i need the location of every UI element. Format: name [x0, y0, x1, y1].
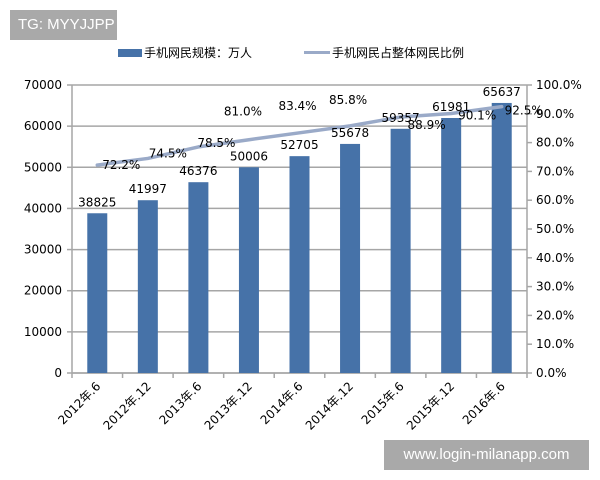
y-left-tick-label: 20000	[24, 284, 62, 298]
bar-value-label: 50006	[230, 149, 268, 163]
x-tick-label: 2013年.12	[202, 379, 255, 432]
line-value-label: 90.1%	[458, 109, 496, 123]
bar	[87, 213, 108, 373]
x-tick-label: 2016年.6	[460, 379, 508, 427]
legend-item-bar: 手机网民规模：万人	[118, 44, 252, 61]
y-right-tick-label: 100.0%	[536, 78, 582, 92]
bar	[491, 102, 512, 374]
line-value-label: 72.2%	[102, 158, 140, 172]
y-left-tick-label: 30000	[24, 243, 62, 257]
legend-line-swatch-icon	[304, 51, 330, 54]
y-right-tick-label: 70.0%	[536, 164, 574, 178]
y-right-tick-label: 30.0%	[536, 280, 574, 294]
y-right-tick-label: 20.0%	[536, 308, 574, 322]
bar-value-label: 59357	[382, 111, 420, 125]
legend-bar-label: 手机网民规模：万人	[144, 46, 253, 60]
line-value-label: 92.5%	[505, 104, 543, 118]
bar-value-label: 61981	[432, 100, 470, 114]
y-left-tick-label: 0	[54, 366, 62, 380]
bar	[441, 117, 462, 373]
legend-line-label: 手机网民占整体网民比例	[332, 46, 465, 60]
y-right-tick-label: 40.0%	[536, 251, 574, 265]
bar	[137, 200, 158, 373]
line-value-label: 85.8%	[329, 93, 367, 107]
line-value-label: 74.5%	[149, 146, 187, 160]
y-right-tick-label: 90.0%	[536, 107, 574, 121]
x-tick-label: 2012年.6	[55, 379, 103, 427]
y-left-tick-label: 60000	[24, 119, 62, 133]
bar	[340, 143, 361, 373]
y-left-tick-label: 50000	[24, 160, 62, 174]
watermark-top-left: TG: MYYJJPP	[10, 10, 117, 40]
x-tick-label: 2014年.12	[303, 379, 356, 432]
bar-value-label: 52705	[280, 138, 318, 152]
bar	[188, 182, 209, 373]
bar	[390, 128, 411, 373]
y-right-tick-label: 60.0%	[536, 193, 574, 207]
bar	[238, 167, 259, 373]
legend-item-line: 手机网民占整体网民比例	[304, 44, 464, 61]
bar-value-label: 38825	[78, 195, 116, 209]
x-tick-label: 2015年.12	[404, 379, 457, 432]
line-value-label: 88.9%	[408, 118, 446, 132]
y-left-tick-label: 70000	[24, 78, 62, 92]
x-tick-label: 2013年.6	[156, 379, 204, 427]
legend-bar-swatch-icon	[118, 48, 142, 57]
x-tick-label: 2014年.6	[258, 379, 306, 427]
y-right-tick-label: 50.0%	[536, 222, 574, 236]
share-line	[95, 104, 504, 167]
x-tick-label: 2015年.6	[359, 379, 407, 427]
bar	[289, 156, 310, 373]
line-value-label: 81.0%	[224, 105, 262, 119]
watermark-bottom-right: www.login-milanapp.com	[384, 440, 589, 470]
bar-value-label: 46376	[179, 164, 217, 178]
bar-value-label: 65637	[483, 85, 521, 99]
y-left-tick-label: 40000	[24, 201, 62, 215]
line-value-label: 78.5%	[197, 136, 235, 150]
chart-legend: 手机网民规模：万人 手机网民占整体网民比例	[0, 44, 600, 66]
line-value-label: 83.4%	[278, 99, 316, 113]
y-right-tick-label: 0.0%	[536, 366, 567, 380]
x-tick-label: 2012年.12	[100, 379, 153, 432]
bar-value-label: 41997	[129, 182, 167, 196]
y-right-tick-label: 80.0%	[536, 136, 574, 150]
y-right-tick-label: 10.0%	[536, 337, 574, 351]
y-left-tick-label: 10000	[24, 325, 62, 339]
bar-value-label: 55678	[331, 126, 369, 140]
